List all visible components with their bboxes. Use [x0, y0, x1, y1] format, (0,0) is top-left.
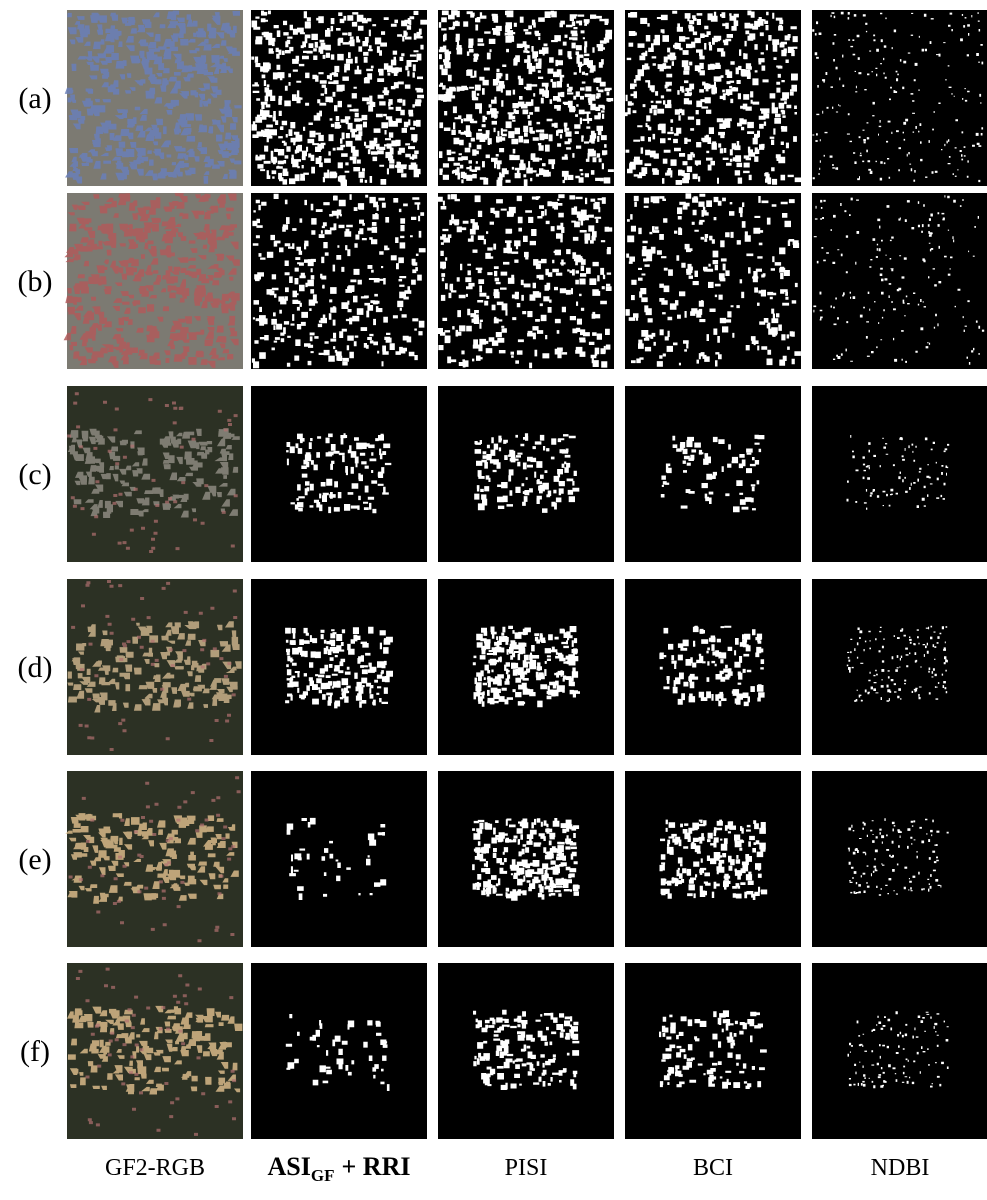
row-label: (b): [18, 265, 53, 298]
index-map: [812, 963, 987, 1139]
rgb-image: [67, 10, 243, 186]
index-map: [438, 771, 614, 947]
index-map: [625, 963, 801, 1139]
row-label: (c): [18, 458, 51, 491]
row-label: (a): [18, 82, 51, 115]
index-map: [438, 386, 614, 562]
row-label: (e): [18, 843, 51, 876]
row-label: (d): [18, 651, 53, 684]
row-label: (f): [20, 1035, 50, 1068]
column-label: BCI: [693, 1155, 733, 1181]
index-map: [251, 771, 427, 947]
index-map: [812, 771, 987, 947]
label-suffix: + RRI: [341, 1152, 410, 1181]
index-map: [812, 10, 987, 186]
index-map: [625, 193, 801, 369]
column-label: PISI: [505, 1155, 548, 1181]
label-base: ASI: [268, 1152, 311, 1181]
figure: (a) (b) (c) (d) (e) (f) GF2-RGB ASIGF + RRI PISI B…: [0, 0, 987, 1195]
label-subscript: GF: [311, 1166, 335, 1185]
column-label: NDBI: [871, 1155, 930, 1181]
column-label: ASIGF + RRI: [268, 1152, 411, 1185]
column-label: GF2-RGB: [105, 1155, 205, 1181]
index-map: [625, 579, 801, 755]
image-grid: [64, 10, 987, 1139]
index-map: [812, 386, 987, 562]
index-map: [251, 386, 427, 562]
